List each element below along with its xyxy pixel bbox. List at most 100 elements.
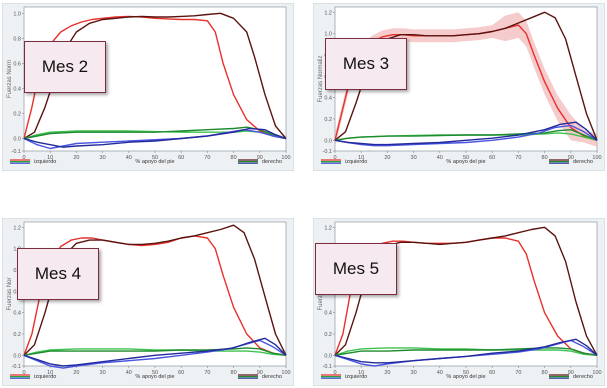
x-tick-label: 0 <box>22 155 25 161</box>
series-line-izquierdo-medio-lateral <box>23 128 287 150</box>
y-tick-label: 1.0 <box>13 11 21 17</box>
month-label: Mes 2 <box>24 41 106 93</box>
x-tick-label: 30 <box>100 155 106 161</box>
y-tick-label: -0.1 <box>12 149 21 155</box>
x-tick-label: 20 <box>73 370 79 376</box>
x-tick-label: 30 <box>411 155 417 161</box>
y-tick-label: 0.0 <box>324 138 332 144</box>
x-tick-label: 30 <box>411 370 417 376</box>
chart-svg: 1.21.00.80.60.40.20.0-0.1010203040506070… <box>2 218 294 386</box>
x-tick-label: 70 <box>515 155 521 161</box>
x-tick-label: 50 <box>152 370 158 376</box>
x-tick-label: 0 <box>333 370 336 376</box>
x-tick-label: 100 <box>281 370 290 376</box>
legend-label-derecho: derecho <box>573 159 593 165</box>
y-tick-label: -0.1 <box>323 149 332 155</box>
legend-label-izquierdo: izquierdo <box>34 159 56 165</box>
x-tick-label: 90 <box>257 155 263 161</box>
series-line-derecho-antero-posterior <box>334 128 598 141</box>
series-line-izquierdo-medio-lateral <box>334 124 598 147</box>
y-tick-label: 0.4 <box>324 311 332 317</box>
chart-panel-mes-5: 1.21.00.80.60.40.20.0-0.1010203040506070… <box>313 218 605 386</box>
series-line-derecho-medio-lateral <box>334 338 598 364</box>
legend-label-izquierdo: izquierdo <box>34 374 56 380</box>
x-tick-label: 20 <box>73 155 79 161</box>
y-tick-label: 1.2 <box>13 225 21 231</box>
y-tick-label: -0.1 <box>323 364 332 370</box>
y-tick-label: 0.6 <box>13 61 21 67</box>
x-tick-label: 100 <box>592 155 601 161</box>
series-line-derecho-medio-lateral <box>23 127 287 148</box>
x-tick-label: 70 <box>204 370 210 376</box>
x-tick-label: 30 <box>100 370 106 376</box>
x-tick-label: 80 <box>542 155 548 161</box>
x-tick-label: 20 <box>384 370 390 376</box>
x-tick-label: 20 <box>384 155 390 161</box>
y-tick-label: 0.4 <box>13 311 21 317</box>
chart-panel-mes-4: 1.21.00.80.60.40.20.0-0.1010203040506070… <box>2 218 294 386</box>
x-tick-label: 80 <box>231 155 237 161</box>
chart-panel-mes-2: 1.0 0.8 0.6 0.4 0.2 0.0 -0.1 0 10 20 30 40 50 60 70 80 9… <box>2 3 294 171</box>
x-tick-label: 60 <box>178 155 184 161</box>
x-axis-label: % apoyo del pie <box>446 159 485 165</box>
y-tick-label: 0.0 <box>13 353 21 359</box>
x-tick-label: 40 <box>126 370 132 376</box>
legend-label-derecho: derecho <box>262 374 282 380</box>
chart-panel-mes-3: 1.21.00.80.60.40.20.0-0.1010203040506070… <box>313 3 605 171</box>
y-tick-label: 0.2 <box>324 332 332 338</box>
month-label: Mes 3 <box>325 38 407 90</box>
y-tick-label: 0.4 <box>13 86 21 92</box>
y-tick-label: 1.2 <box>324 225 332 231</box>
x-tick-label: 0 <box>333 155 336 161</box>
series-line-derecho-antero-posterior <box>334 347 598 356</box>
x-tick-label: 60 <box>178 370 184 376</box>
y-tick-label: 0.0 <box>13 136 21 142</box>
x-tick-label: 60 <box>489 155 495 161</box>
x-tick-label: 90 <box>568 155 574 161</box>
series-line-izquierdo-medio-lateral <box>23 339 287 369</box>
y-tick-label: 1.0 <box>324 32 332 38</box>
x-tick-label: 60 <box>489 370 495 376</box>
legend-label-derecho: derecho <box>573 374 593 380</box>
x-tick-label: 90 <box>257 370 263 376</box>
y-axis-label: Fuerzas Normaliz <box>318 55 324 102</box>
series-line-derecho-antero-posterior <box>23 347 287 356</box>
legend-label-derecho: derecho <box>262 159 282 165</box>
y-axis-label: Fuerzas Nor <box>7 277 13 310</box>
x-tick-label: 40 <box>437 155 443 161</box>
series-line-derecho-medio-lateral <box>334 121 598 146</box>
y-tick-label: 1.2 <box>324 10 332 16</box>
y-tick-label: 0.2 <box>13 332 21 338</box>
x-tick-label: 50 <box>463 155 469 161</box>
legend-label-izquierdo: izquierdo <box>345 374 367 380</box>
x-tick-label: 90 <box>568 370 574 376</box>
x-axis-label: % apoyo del pie <box>135 374 174 380</box>
x-tick-label: 50 <box>463 370 469 376</box>
x-tick-label: 100 <box>281 155 290 161</box>
x-tick-label: 10 <box>358 155 364 161</box>
x-axis-label: % apoyo del pie <box>446 374 485 380</box>
x-tick-label: 70 <box>515 370 521 376</box>
month-label: Mes 4 <box>17 248 99 300</box>
month-label: Mes 5 <box>315 243 397 295</box>
y-tick-label: 0.4 <box>324 96 332 102</box>
x-tick-label: 40 <box>126 155 132 161</box>
x-tick-label: 10 <box>47 155 53 161</box>
y-tick-label: 0.8 <box>13 36 21 42</box>
series-line-izquierdo-vertical <box>23 15 287 140</box>
x-tick-label: 100 <box>592 370 601 376</box>
x-tick-label: 10 <box>47 370 53 376</box>
x-tick-label: 70 <box>204 155 210 161</box>
x-tick-label: 10 <box>358 370 364 376</box>
y-tick-label: 0.0 <box>324 353 332 359</box>
x-tick-label: 0 <box>22 370 25 376</box>
x-tick-label: 80 <box>542 370 548 376</box>
x-tick-label: 50 <box>152 155 158 161</box>
y-tick-label: -0.1 <box>12 364 21 370</box>
series-line-derecho-medio-lateral <box>23 337 287 367</box>
x-tick-label: 80 <box>231 370 237 376</box>
y-tick-label: 0.2 <box>13 111 21 117</box>
x-tick-label: 40 <box>437 370 443 376</box>
y-tick-label: 0.2 <box>324 117 332 123</box>
y-axis-label: Fuerzas Norm <box>7 60 13 98</box>
